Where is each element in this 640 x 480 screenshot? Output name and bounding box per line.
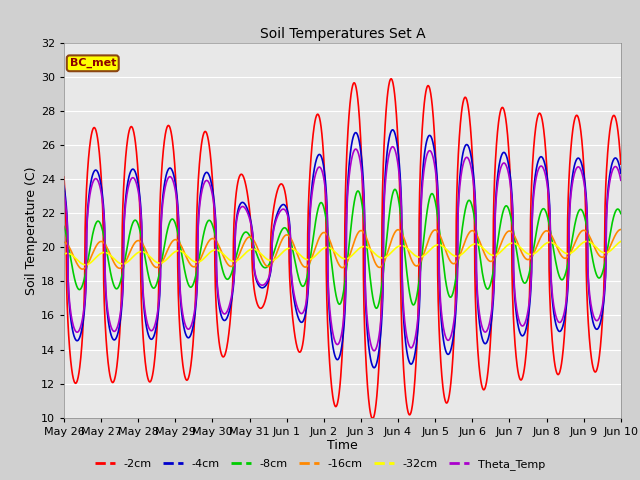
Legend: -2cm, -4cm, -8cm, -16cm, -32cm, Theta_Temp: -2cm, -4cm, -8cm, -16cm, -32cm, Theta_Te… [90, 455, 550, 474]
-16cm [359, 228, 367, 234]
-4cm [371, 365, 379, 371]
-8cm [568, 237, 576, 243]
-2cm [371, 410, 379, 416]
Theta_Temp [216, 299, 223, 304]
Line: -16cm: -16cm [64, 229, 621, 269]
-8cm [358, 204, 366, 210]
-16cm [568, 247, 575, 253]
-4cm [371, 365, 378, 371]
-2cm [505, 145, 513, 151]
-32cm [504, 242, 512, 248]
-4cm [568, 176, 576, 182]
Theta_Temp [568, 183, 576, 189]
-32cm [568, 250, 575, 255]
Line: -8cm: -8cm [64, 189, 621, 308]
-16cm [79, 266, 86, 272]
-4cm [584, 233, 591, 239]
-8cm [584, 228, 591, 233]
-8cm [617, 211, 625, 216]
-16cm [216, 244, 223, 250]
Theta_Temp [370, 348, 378, 354]
Theta_Temp [358, 176, 366, 182]
-4cm [60, 183, 68, 189]
-32cm [617, 239, 625, 244]
Theta_Temp [505, 171, 513, 177]
-32cm [584, 239, 591, 244]
Title: Soil Temperatures Set A: Soil Temperatures Set A [260, 27, 425, 41]
-2cm [60, 174, 68, 180]
-32cm [371, 251, 379, 256]
-16cm [617, 227, 625, 232]
-4cm [617, 170, 625, 176]
-2cm [216, 340, 223, 346]
-32cm [583, 239, 591, 244]
-32cm [81, 262, 89, 268]
-2cm [584, 306, 591, 312]
Line: -2cm: -2cm [64, 79, 621, 419]
-2cm [358, 181, 366, 187]
Text: BC_met: BC_met [70, 58, 116, 69]
-32cm [60, 252, 68, 257]
-16cm [504, 228, 512, 234]
-2cm [369, 416, 376, 421]
-8cm [371, 302, 378, 308]
Line: -4cm: -4cm [64, 130, 621, 368]
-4cm [216, 304, 223, 310]
Line: -32cm: -32cm [64, 241, 621, 265]
-8cm [372, 305, 380, 311]
-8cm [60, 224, 68, 229]
-32cm [216, 248, 223, 254]
-4cm [505, 162, 513, 168]
-32cm [359, 244, 367, 250]
Theta_Temp [388, 144, 396, 150]
Theta_Temp [371, 348, 379, 353]
-8cm [391, 186, 399, 192]
Theta_Temp [617, 178, 625, 183]
-2cm [617, 161, 625, 167]
-16cm [60, 240, 68, 245]
-16cm [371, 259, 379, 264]
-4cm [388, 127, 396, 132]
-4cm [358, 165, 366, 170]
-2cm [387, 76, 395, 82]
Theta_Temp [584, 234, 591, 240]
X-axis label: Time: Time [327, 439, 358, 453]
Theta_Temp [60, 190, 68, 196]
Line: Theta_Temp: Theta_Temp [64, 147, 621, 351]
Y-axis label: Soil Temperature (C): Soil Temperature (C) [25, 166, 38, 295]
-2cm [568, 133, 576, 139]
-8cm [505, 206, 513, 212]
-8cm [216, 252, 223, 258]
-16cm [584, 230, 591, 236]
